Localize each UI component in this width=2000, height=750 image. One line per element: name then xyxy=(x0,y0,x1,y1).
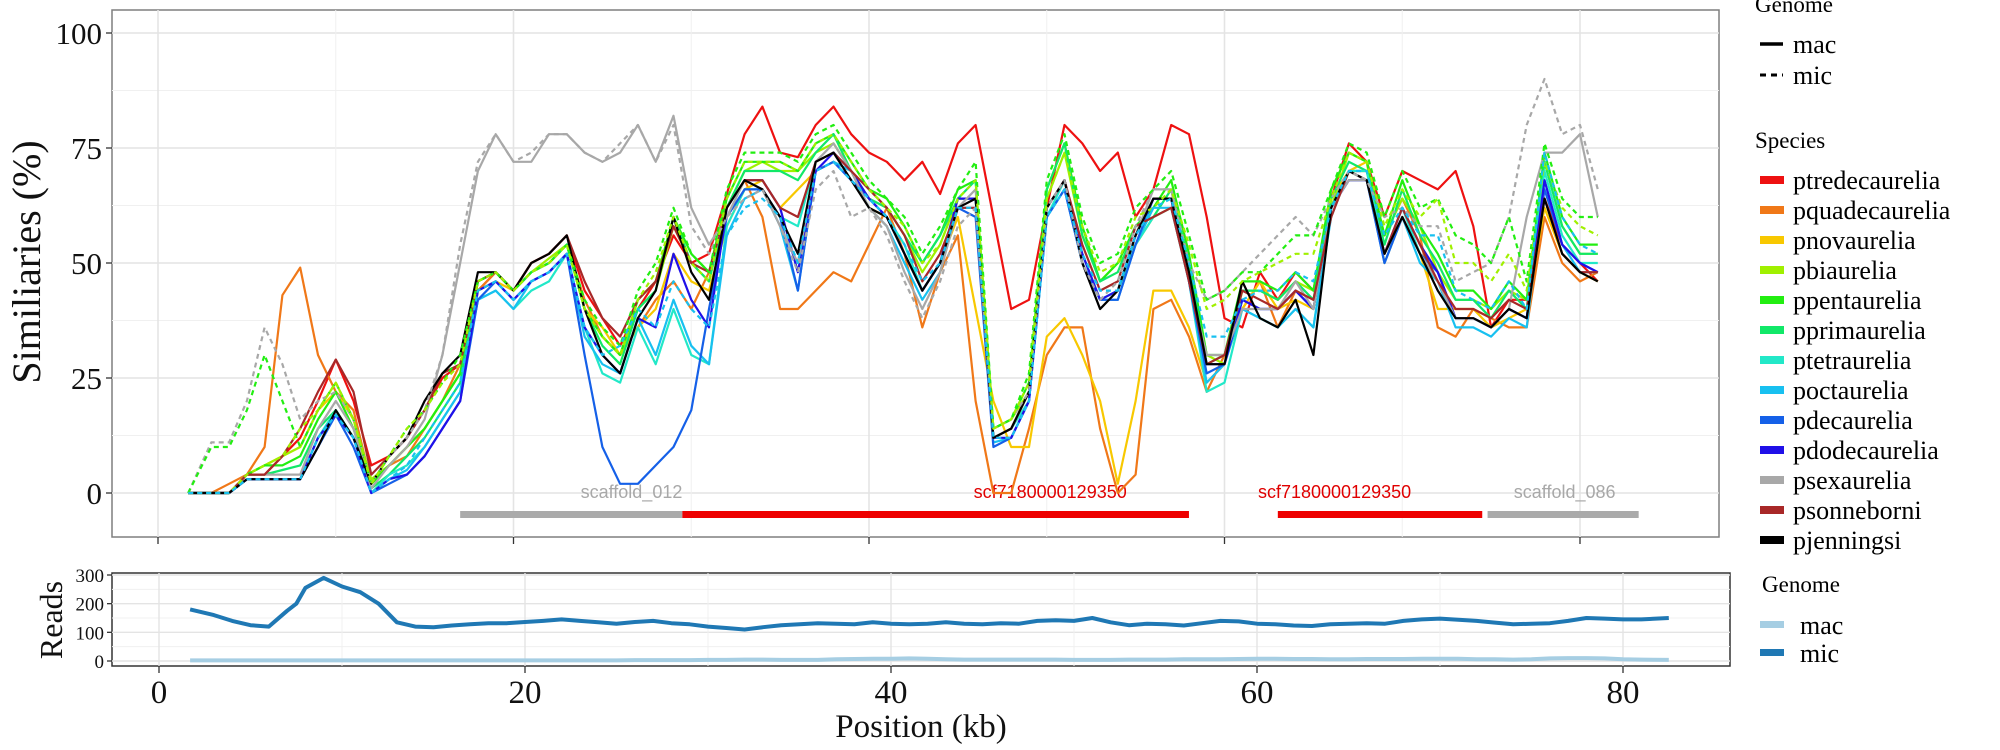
reads-panel-border xyxy=(111,572,1731,667)
x-axis-title: Position (kb) xyxy=(835,709,1006,745)
x-tick-label: 20 xyxy=(509,675,542,711)
species-legend-key xyxy=(1760,446,1784,454)
y-tick-label: 75 xyxy=(71,131,102,166)
y-tick-label: 0 xyxy=(95,652,105,673)
similarity-lines xyxy=(187,77,1599,495)
reads-y-axis: 0 100 200 300 xyxy=(76,566,112,673)
genome-legend-title: Genome xyxy=(1755,0,1833,17)
x-tick-label: 0 xyxy=(151,675,168,711)
reads-genome-legend: Genome mac mic xyxy=(1760,572,1843,668)
genome-legend-label-mac: mac xyxy=(1793,30,1836,59)
species-legend-label: pbiaurelia xyxy=(1793,256,1897,285)
species-legend-key xyxy=(1760,206,1784,214)
species-legend-key xyxy=(1760,266,1784,274)
species-legend-key xyxy=(1760,326,1784,334)
y-tick-label: 200 xyxy=(76,595,105,616)
species-legend-key xyxy=(1760,536,1784,544)
similarity-panel: scaffold_012 scf7180000129350 scf718000012… xyxy=(4,9,1720,544)
series-line-poctaurelia-mic xyxy=(188,151,1599,495)
reads-line-mac xyxy=(190,656,1669,663)
y-tick-label: 0 xyxy=(87,476,103,511)
species-legend-key xyxy=(1760,416,1784,424)
x-tick-label: 40 xyxy=(875,675,908,711)
genome-linetype-legend: Genome mac mic xyxy=(1755,0,1836,90)
species-legend-label: ptredecaurelia xyxy=(1793,166,1941,195)
species-legend-label: ppentaurelia xyxy=(1793,286,1922,315)
species-legend-label: ptetraurelia xyxy=(1793,346,1912,375)
x-tick-label: 60 xyxy=(1241,675,1274,711)
reads-x-axis: 0 20 40 60 80 xyxy=(151,666,1640,711)
species-legend-key xyxy=(1760,356,1784,364)
species-legend-label: pnovaurelia xyxy=(1793,226,1916,255)
species-legend-label: pprimaurelia xyxy=(1793,316,1926,345)
scaffold-bar xyxy=(1487,511,1639,518)
species-legend-key xyxy=(1760,506,1784,514)
reads-line-mic xyxy=(189,575,1669,632)
series-line-pbiaurelia-mic xyxy=(188,133,1599,495)
x-tick-label: 80 xyxy=(1607,675,1640,711)
series-line-psexaurelia-mac xyxy=(188,114,1599,495)
reads-legend-title: Genome xyxy=(1762,572,1840,597)
genome-legend-label-mic: mic xyxy=(1793,61,1832,90)
scaffold-bar xyxy=(460,511,683,518)
species-legend-key xyxy=(1760,176,1784,184)
y-tick-label: 100 xyxy=(76,623,105,644)
y-tick-label: 50 xyxy=(71,246,102,281)
reads-lines xyxy=(189,575,1669,663)
series-line-ppentaurelia-mic xyxy=(187,123,1598,494)
similarity-x-ticks xyxy=(157,537,1581,544)
species-legend-label: psexaurelia xyxy=(1793,466,1912,495)
scaffold-label: scaffold_012 xyxy=(581,482,683,503)
species-legend-label: psonneborni xyxy=(1793,496,1922,525)
species-legend: Species ptredecaureliapquadecaureliapnov… xyxy=(1755,128,1951,555)
species-legend-key xyxy=(1760,236,1784,244)
species-legend-label: pdecaurelia xyxy=(1793,406,1913,435)
scaffold-label: scf7180000129350 xyxy=(1258,482,1411,502)
y-tick-label: 25 xyxy=(71,361,102,396)
scaffold-label: scaffold_086 xyxy=(1514,482,1616,503)
y-tick-label: 300 xyxy=(76,566,105,587)
species-legend-label: poctaurelia xyxy=(1793,376,1909,405)
series-line-psexaurelia-mic xyxy=(187,77,1599,494)
species-legend-key xyxy=(1760,386,1784,394)
similarity-y-axis: 0 25 50 75 100 xyxy=(56,16,112,511)
reads-legend-key-mic xyxy=(1760,649,1784,656)
reads-legend-label-mic: mic xyxy=(1800,639,1839,668)
reads-panel: 0 100 200 300 0 20 40 60 80 Reads Position (kb) xyxy=(33,566,1731,745)
series-line-ppentaurelia-mac xyxy=(188,133,1598,495)
species-legend-title: Species xyxy=(1755,128,1825,153)
similarity-grid xyxy=(112,10,1719,537)
species-legend-label: pquadecaurelia xyxy=(1793,196,1951,225)
reads-legend-key-mac xyxy=(1760,621,1784,628)
scaffold-bar xyxy=(1277,511,1483,518)
reads-y-axis-title: Reads xyxy=(33,581,69,659)
species-legend-label: pdodecaurelia xyxy=(1793,436,1939,465)
similarity-y-axis-title: Similiaries (%) xyxy=(4,140,49,383)
scaffold-bar xyxy=(682,511,1189,518)
y-tick-label: 100 xyxy=(56,16,103,51)
species-legend-label: pjenningsi xyxy=(1793,526,1901,555)
species-legend-key xyxy=(1760,476,1784,484)
scaffold-track: scaffold_012 scf7180000129350 scf718000012… xyxy=(460,482,1639,518)
species-legend-key xyxy=(1760,296,1784,304)
reads-legend-label-mac: mac xyxy=(1800,611,1843,640)
reads-grid xyxy=(112,573,1730,666)
